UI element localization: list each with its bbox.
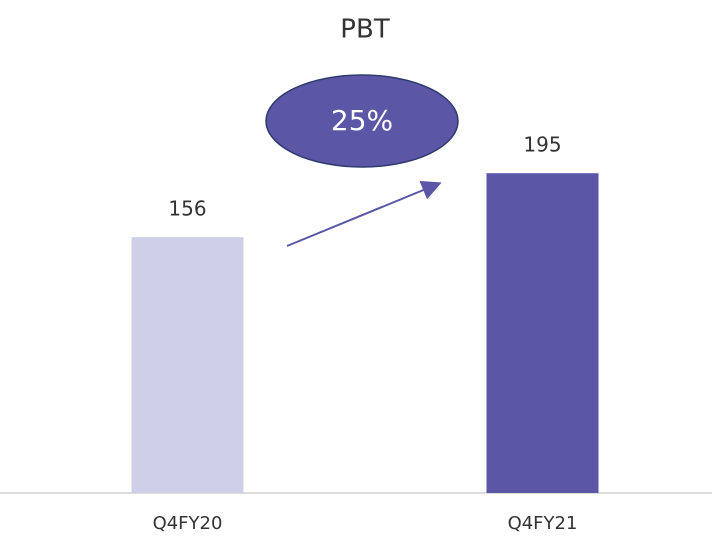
data-label: 195 bbox=[523, 133, 561, 157]
bar bbox=[486, 173, 599, 493]
x-tick-label: Q4FY21 bbox=[508, 513, 578, 534]
chart-title: PBT bbox=[340, 15, 390, 45]
data-label: 156 bbox=[168, 197, 206, 221]
annotation: 25% bbox=[331, 104, 393, 137]
growth-badge bbox=[265, 74, 459, 168]
x-tick-label: Q4FY20 bbox=[153, 513, 223, 534]
bar bbox=[131, 237, 244, 493]
growth-arrow bbox=[286, 180, 442, 247]
